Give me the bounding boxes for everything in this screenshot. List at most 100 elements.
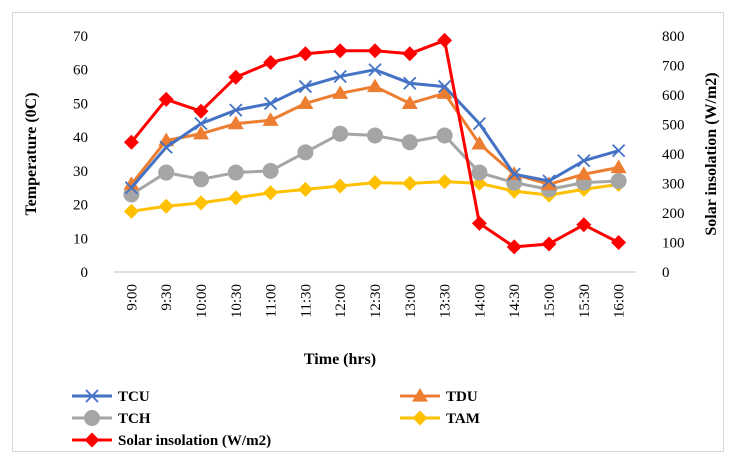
point-tdu <box>262 112 279 126</box>
point-solar-insolation-w-m2 <box>541 236 557 252</box>
point-tdu <box>471 135 488 150</box>
x-tick-label: 12:30 <box>368 284 384 318</box>
y-tick-label: 0 <box>81 265 89 281</box>
point-solar-insolation-w-m2 <box>506 239 522 255</box>
point-tam <box>367 175 383 191</box>
point-tcu <box>229 103 243 117</box>
point-solar-insolation-w-m2 <box>367 43 383 59</box>
point-tdu <box>401 95 418 110</box>
x-tick-label: 10:00 <box>194 284 210 318</box>
y-tick-label: 20 <box>73 198 88 214</box>
point-tdu <box>367 78 383 93</box>
point-tdu <box>541 176 557 190</box>
point-tcu-stroke <box>507 167 521 181</box>
x-tick-label: 10:30 <box>229 284 245 318</box>
point-tcu <box>124 181 139 195</box>
x-axis-title: Time (hrs) <box>304 351 376 368</box>
y2-axis-title: Solar insolation (W/m2) <box>703 72 720 235</box>
point-tcu <box>611 143 626 158</box>
point-tdu <box>297 95 314 110</box>
point-tcu <box>333 69 347 84</box>
point-tam <box>263 185 279 201</box>
legend-marker-tcu-stroke <box>85 389 99 403</box>
point-tcu-stroke <box>298 79 313 94</box>
x-tick-label: 12:00 <box>333 284 349 318</box>
axes-layer: 0102030405060700100200300400500600700800… <box>73 29 685 318</box>
y2-tick-label: 500 <box>662 118 685 134</box>
point-solar-insolation-w-m2 <box>263 55 279 71</box>
point-solar-insolation-w-m2 <box>193 103 209 119</box>
point-tcu <box>472 117 487 131</box>
legend-marker-tdu <box>412 388 428 402</box>
point-solar-insolation-w-m2 <box>332 43 348 59</box>
point-tch <box>227 164 244 181</box>
point-tdu <box>227 115 244 130</box>
point-tcu <box>507 167 521 181</box>
point-tch <box>158 164 175 181</box>
point-tcu-stroke <box>263 96 278 111</box>
x-tick-label: 9:00 <box>124 284 140 311</box>
legend-label-solar-insolation-w-m2: Solar insolation (W/m2) <box>118 433 271 449</box>
y2-tick-label: 300 <box>662 177 685 193</box>
point-tcu-stroke <box>333 69 347 84</box>
legend-marker-tam <box>412 410 428 426</box>
x-tick-label: 9:30 <box>159 284 175 311</box>
point-tch <box>332 125 349 142</box>
point-tch <box>262 162 279 179</box>
point-solar-insolation-w-m2 <box>402 46 418 62</box>
point-tcu-stroke <box>229 103 243 117</box>
point-tcu-stroke <box>472 117 487 131</box>
point-tdu <box>193 125 209 140</box>
x-tick-label: 11:30 <box>298 284 314 318</box>
point-tdu <box>332 85 349 99</box>
legend-label-tch: TCH <box>118 411 151 427</box>
point-tch <box>401 134 418 151</box>
point-tam <box>437 174 453 190</box>
x-tick-label: 15:30 <box>577 284 593 318</box>
y2-tick-label: 0 <box>662 265 670 281</box>
y2-tick-label: 600 <box>662 88 685 104</box>
point-tcu-stroke <box>194 117 208 131</box>
point-tcu <box>542 174 556 188</box>
point-tch <box>193 171 209 188</box>
point-tch <box>471 164 488 181</box>
y2-tick-label: 800 <box>662 29 685 45</box>
y-tick-label: 10 <box>73 231 88 247</box>
point-tcu <box>368 63 382 77</box>
x-tick-label: 11:00 <box>264 284 280 318</box>
point-tcu-stroke <box>437 79 452 94</box>
point-tch <box>297 144 314 161</box>
point-tam <box>123 203 139 219</box>
point-tch <box>436 127 453 144</box>
point-tdu <box>436 85 453 99</box>
point-tam <box>332 178 348 194</box>
y2-tick-label: 100 <box>662 236 685 252</box>
legend-label-tcu: TCU <box>118 389 150 405</box>
point-tam <box>402 175 418 191</box>
point-solar-insolation-w-m2 <box>437 32 453 48</box>
legend-label-tdu: TDU <box>446 389 478 405</box>
point-tam <box>297 181 313 197</box>
point-tam <box>193 195 209 211</box>
x-tick-label: 13:30 <box>438 284 454 318</box>
point-tcu <box>437 79 452 94</box>
y-tick-label: 70 <box>73 29 88 45</box>
point-tdu <box>123 176 140 190</box>
point-tam <box>158 198 174 214</box>
point-tcu-stroke <box>403 76 417 90</box>
series-line-solar-insolation-w-m2 <box>130 38 620 249</box>
point-tcu-stroke <box>159 140 173 154</box>
y-tick-label: 30 <box>73 164 88 180</box>
point-tcu <box>577 154 591 168</box>
x-tick-label: 13:00 <box>403 284 419 318</box>
point-tdu <box>610 159 627 174</box>
point-solar-insolation-w-m2 <box>297 46 313 62</box>
point-tdu <box>575 166 592 180</box>
point-tcu <box>159 140 173 154</box>
point-tcu <box>263 96 278 111</box>
point-tcu <box>194 117 208 131</box>
point-tcu-stroke <box>611 143 626 158</box>
legend-marker-solar-insolation-w-m2 <box>84 432 100 448</box>
legend-marker-tch <box>84 410 100 426</box>
legend-marker-tcu <box>85 389 99 403</box>
